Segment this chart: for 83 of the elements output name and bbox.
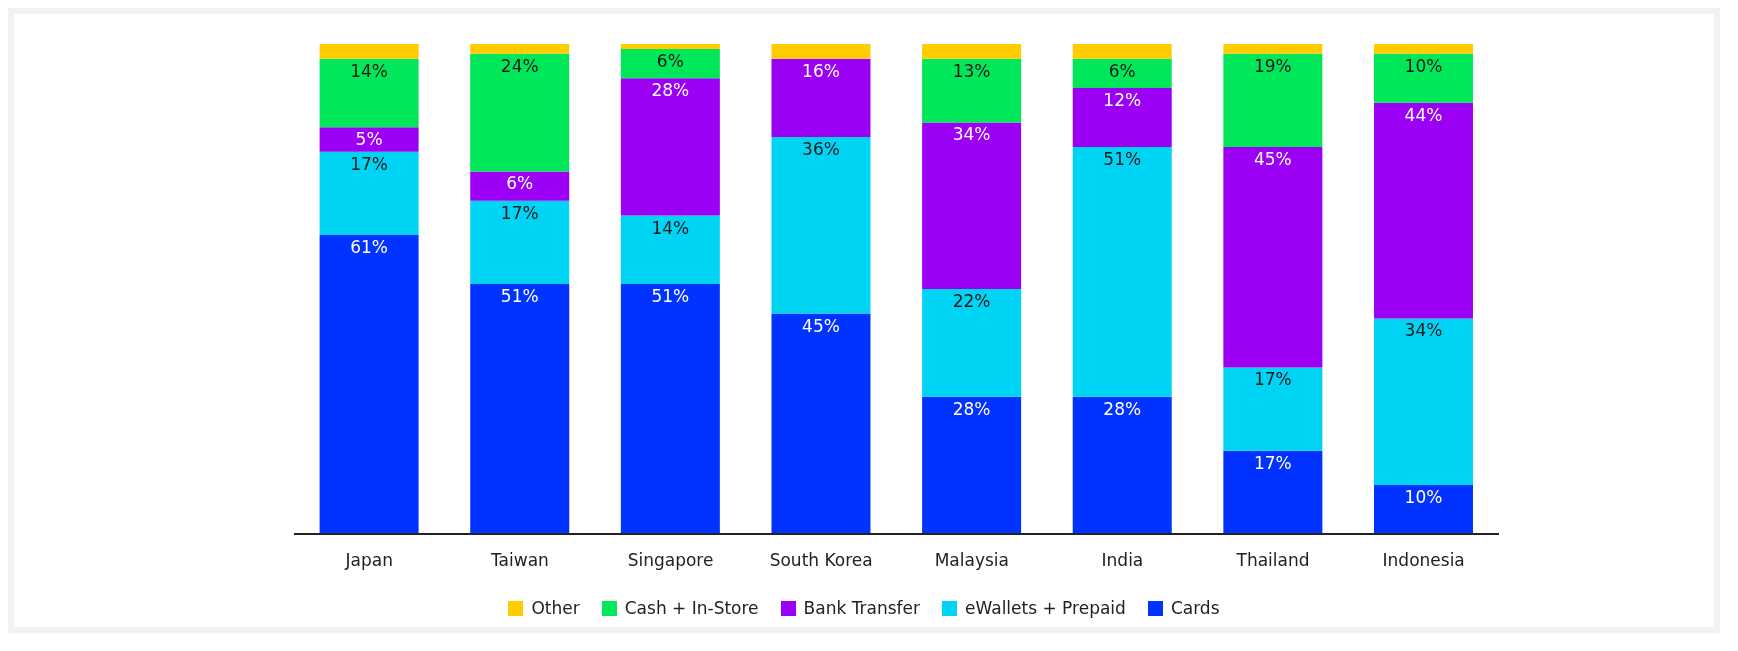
data-label: 17% xyxy=(500,202,539,223)
bar xyxy=(1072,396,1172,534)
legend-label: eWallets + Prepaid xyxy=(964,598,1126,618)
legend-label: Bank Transfer xyxy=(802,598,921,618)
bar xyxy=(922,44,1022,59)
data-label: 10% xyxy=(1404,55,1443,76)
data-label: 61% xyxy=(350,237,388,258)
bar xyxy=(771,137,871,314)
x-tick-label: South Korea xyxy=(769,550,873,571)
bar xyxy=(1373,53,1473,103)
bar xyxy=(319,235,419,534)
data-label: 17% xyxy=(1253,369,1292,390)
bar xyxy=(1072,88,1172,147)
bar xyxy=(1072,44,1172,59)
data-label: 28% xyxy=(1103,398,1142,419)
x-tick-label: Japan xyxy=(344,550,394,571)
data-label: 5% xyxy=(355,129,383,150)
data-label: 12% xyxy=(1103,90,1142,111)
bar xyxy=(620,78,720,216)
data-label: 36% xyxy=(802,139,840,160)
data-label: 17% xyxy=(1253,452,1292,473)
data-label: 6% xyxy=(506,173,534,194)
bar xyxy=(1373,485,1473,534)
bar xyxy=(1223,450,1323,534)
bar xyxy=(1223,367,1323,451)
bar xyxy=(470,44,570,54)
bar xyxy=(470,284,570,534)
bar xyxy=(319,58,419,128)
data-label: 34% xyxy=(1404,320,1443,341)
bar xyxy=(319,151,419,236)
data-label: 10% xyxy=(1404,487,1443,507)
data-label: 13% xyxy=(952,60,991,81)
data-label: 16% xyxy=(802,60,840,81)
data-label: 14% xyxy=(651,217,690,238)
data-label: 45% xyxy=(802,315,840,336)
data-label: 6% xyxy=(656,50,684,71)
bar xyxy=(470,171,570,201)
bar xyxy=(470,53,570,172)
data-label: 51% xyxy=(500,286,539,307)
legend-label: Cash + In-Store xyxy=(623,598,759,618)
bar xyxy=(1373,44,1473,54)
bar xyxy=(922,122,1022,289)
bar xyxy=(1072,146,1172,397)
bar xyxy=(922,396,1022,534)
data-label: 51% xyxy=(1103,148,1142,169)
legend-label: Other xyxy=(530,598,580,618)
bar xyxy=(620,215,720,285)
x-tick-label: Singapore xyxy=(627,550,714,571)
data-label: 34% xyxy=(952,124,991,145)
bar xyxy=(771,313,871,534)
bar xyxy=(620,48,720,79)
data-label: 44% xyxy=(1404,104,1443,125)
x-tick-label: India xyxy=(1101,550,1144,571)
data-label: 19% xyxy=(1253,55,1292,76)
bar xyxy=(1072,58,1172,89)
data-label: 22% xyxy=(952,291,991,311)
bar xyxy=(620,44,720,49)
data-label: 24% xyxy=(500,55,539,76)
bar xyxy=(1223,44,1323,54)
bar xyxy=(470,200,570,285)
x-tick-label: Taiwan xyxy=(490,550,549,571)
bar xyxy=(771,58,871,138)
bar xyxy=(1373,318,1473,485)
data-label: 6% xyxy=(1108,60,1136,81)
data-label: 14% xyxy=(350,60,388,81)
bar xyxy=(1223,146,1323,368)
bar xyxy=(620,284,720,534)
bar xyxy=(771,44,871,59)
bar xyxy=(1223,53,1323,147)
bar xyxy=(319,44,419,59)
data-label: 17% xyxy=(350,153,388,174)
bar xyxy=(319,127,419,152)
data-label: 45% xyxy=(1253,148,1292,169)
legend-label: Cards xyxy=(1169,598,1220,618)
data-label: 28% xyxy=(651,80,690,101)
x-tick-label: Thailand xyxy=(1235,550,1310,571)
bar xyxy=(922,289,1022,397)
x-tick-label: Malaysia xyxy=(934,550,1009,571)
bar xyxy=(1373,102,1473,319)
x-tick-label: Indonesia xyxy=(1382,550,1465,571)
data-label: 28% xyxy=(952,398,991,419)
data-label: 51% xyxy=(651,286,690,307)
bar xyxy=(922,58,1022,123)
